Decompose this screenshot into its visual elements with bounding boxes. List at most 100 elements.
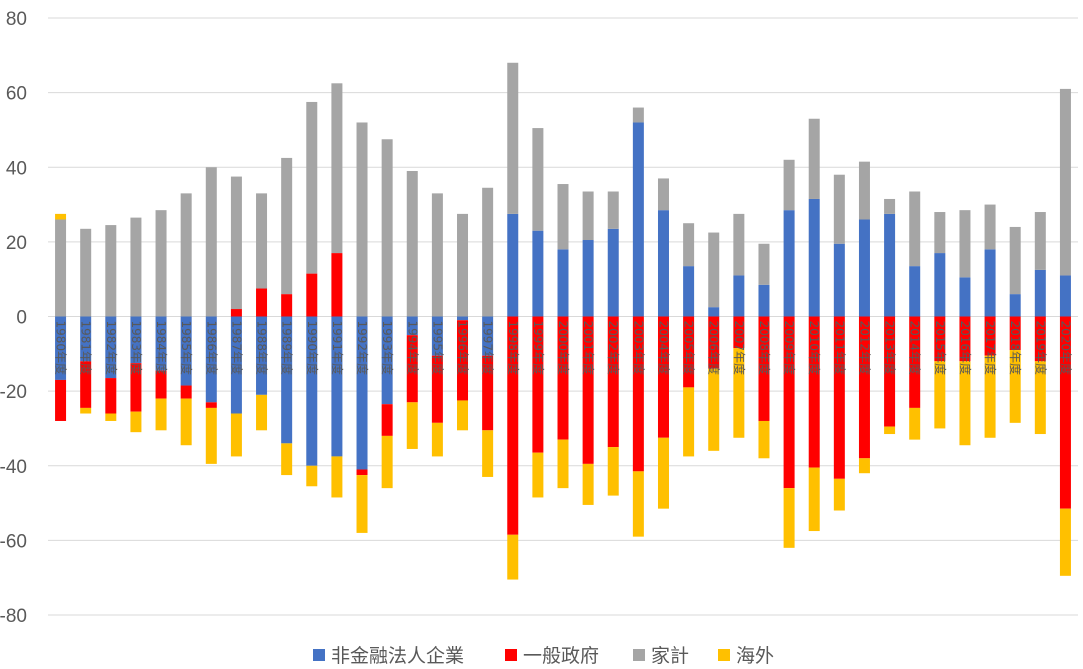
bar-segment-1 xyxy=(482,355,494,431)
x-category-label: 1982年度 xyxy=(104,321,119,376)
x-category-label: 1998年度 xyxy=(506,321,521,376)
x-category-label: 1987年度 xyxy=(229,321,244,376)
x-category-label: 2012年度 xyxy=(857,321,872,376)
bar-segment-3 xyxy=(607,447,619,496)
bar-segment-1 xyxy=(155,370,167,399)
bar-segment-3 xyxy=(381,435,393,489)
bar-segment-1 xyxy=(406,335,418,403)
y-tick-label: 0 xyxy=(16,308,27,329)
x-category-label: 1984年度 xyxy=(154,321,169,376)
bar-segment-3 xyxy=(733,348,745,438)
x-category-label: 1981年度 xyxy=(79,321,94,376)
bar-segment-2 xyxy=(281,157,293,295)
x-category-label: 2014年度 xyxy=(908,321,923,376)
bar-segment-2 xyxy=(507,62,519,214)
bar-segment-0 xyxy=(607,228,619,317)
bar-segment-1 xyxy=(130,363,142,412)
legend-label: 家計 xyxy=(651,645,689,667)
bar-segment-3 xyxy=(783,488,795,548)
bar-segment-0 xyxy=(306,316,318,466)
x-category-label: 1997年度 xyxy=(481,321,496,376)
bar-segment-1 xyxy=(457,320,469,401)
bar-segment-2 xyxy=(1059,88,1071,276)
x-category-label: 2000年度 xyxy=(556,321,571,376)
x-category-label: 2011年度 xyxy=(832,321,847,376)
bar-segment-1 xyxy=(833,316,845,479)
bar-segment-2 xyxy=(683,223,695,267)
bar-segment-0 xyxy=(205,316,217,403)
bar-segment-3 xyxy=(105,413,117,421)
bar-segment-0 xyxy=(984,249,996,317)
bar-segment-1 xyxy=(909,316,921,408)
bar-segment-2 xyxy=(783,159,795,211)
bar-segment-2 xyxy=(381,139,393,317)
bar-segment-3 xyxy=(457,400,469,431)
bar-segment-0 xyxy=(180,316,192,386)
bar-segment-0 xyxy=(230,316,242,414)
bar-segment-1 xyxy=(758,316,770,421)
x-category-label: 2018年度 xyxy=(1008,321,1023,376)
bar-segment-3 xyxy=(1034,361,1046,435)
bar-segment-0 xyxy=(155,316,167,371)
x-category-label: 2007年度 xyxy=(732,321,747,376)
bar-segment-1 xyxy=(256,288,268,317)
bar-segment-2 xyxy=(130,217,142,317)
y-tick-label: -40 xyxy=(0,457,27,478)
x-category-label: 2010年度 xyxy=(807,321,822,376)
bar-segment-1 xyxy=(105,378,117,414)
bar-segment-0 xyxy=(783,210,795,317)
bar-segment-2 xyxy=(557,184,569,250)
bar-segment-0 xyxy=(959,277,971,317)
bar-segment-1 xyxy=(984,316,996,356)
bar-segment-3 xyxy=(281,443,293,476)
x-category-label: 2002年度 xyxy=(606,321,621,376)
bar-segment-1 xyxy=(431,355,443,423)
bar-segment-1 xyxy=(507,316,519,535)
bar-segment-3 xyxy=(808,467,820,532)
bar-segment-0 xyxy=(909,266,921,317)
bar-segment-0 xyxy=(406,316,418,336)
bar-segment-1 xyxy=(381,404,393,436)
bar-segment-1 xyxy=(607,316,619,448)
bar-segment-3 xyxy=(331,456,343,498)
y-tick-label: 60 xyxy=(6,84,27,105)
legend-swatch xyxy=(633,649,645,661)
bar-segment-3 xyxy=(909,407,921,440)
y-axis-ticks: 80 60 40 20 0 -20 -40 -60 -80 xyxy=(0,9,27,627)
bar-segment-3 xyxy=(180,398,192,446)
bar-segment-2 xyxy=(306,101,318,274)
x-category-label: 2001年度 xyxy=(581,321,596,376)
bar-segment-2 xyxy=(733,213,745,276)
bar-segment-1 xyxy=(934,316,946,362)
bar-segment-0 xyxy=(808,198,820,317)
bar-segment-1 xyxy=(532,316,544,453)
x-category-label: 2008年度 xyxy=(757,321,772,376)
bar-segment-0 xyxy=(858,219,870,317)
bar-segment-2 xyxy=(180,193,192,317)
x-category-label: 2020年度 xyxy=(1058,321,1073,376)
legend-label: 海外 xyxy=(736,645,774,667)
legend-swatch xyxy=(505,649,517,661)
bar-segment-2 xyxy=(758,243,770,285)
bar-segment-2 xyxy=(482,187,494,317)
bar-segment-0 xyxy=(105,316,117,379)
x-category-label: 1980年度 xyxy=(54,321,69,376)
x-category-label: 2004年度 xyxy=(656,321,671,376)
x-category-label: 1999年度 xyxy=(531,321,546,376)
x-category-label: 2006年度 xyxy=(707,321,722,376)
x-category-label: 1989年度 xyxy=(280,321,295,376)
bar-segment-2 xyxy=(356,122,368,317)
bar-segment-1 xyxy=(858,316,870,459)
x-category-label: 2017年度 xyxy=(983,321,998,376)
bar-segment-3 xyxy=(934,361,946,429)
bar-segment-2 xyxy=(1034,212,1046,270)
x-category-label: 1988年度 xyxy=(255,321,270,376)
bar-segment-2 xyxy=(884,198,896,214)
bar-segment-1 xyxy=(230,309,242,317)
bar-segment-1 xyxy=(180,385,192,399)
x-category-label: 1990年度 xyxy=(305,321,320,376)
bar-segment-3 xyxy=(80,407,92,414)
bar-segment-3 xyxy=(431,422,443,457)
bar-segment-2 xyxy=(657,178,669,211)
